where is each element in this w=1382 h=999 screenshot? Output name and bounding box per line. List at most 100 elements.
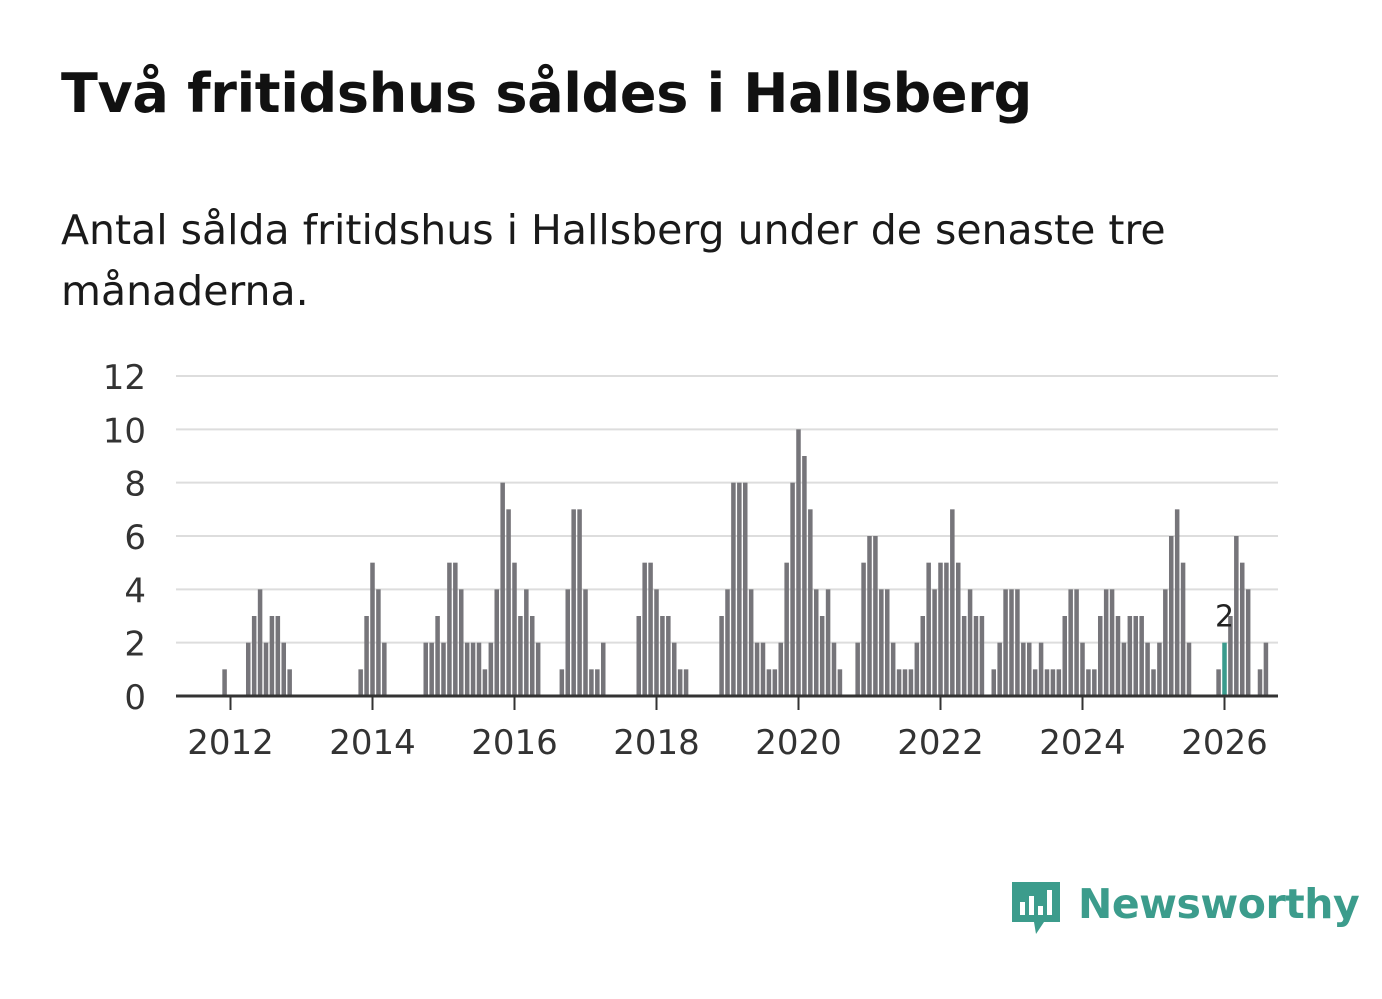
bar [790, 482, 795, 696]
bar [1157, 642, 1162, 696]
bar [1056, 669, 1062, 696]
bar [813, 589, 819, 696]
bar [1021, 642, 1026, 696]
bar [938, 562, 943, 696]
bar [447, 562, 452, 696]
bar [382, 642, 387, 696]
y-tick-label: 6 [124, 518, 146, 558]
bar [950, 509, 955, 696]
y-tick-label: 4 [124, 571, 146, 611]
bar [731, 482, 736, 696]
bar [470, 642, 476, 696]
bar [973, 616, 979, 696]
bar [671, 642, 677, 696]
bar [1050, 669, 1056, 696]
bar [725, 589, 730, 696]
x-tick-label: 2020 [755, 723, 842, 763]
bar [251, 616, 257, 696]
bar [796, 429, 801, 696]
bar [1097, 616, 1103, 696]
bar [512, 562, 517, 696]
bar [766, 669, 772, 696]
bar [1009, 589, 1014, 696]
bar [1038, 642, 1044, 696]
bar [1026, 642, 1032, 696]
bar [819, 616, 825, 696]
bar [376, 589, 381, 696]
bar [1228, 616, 1233, 696]
gridlines [176, 375, 1278, 644]
bar [831, 642, 837, 696]
bar [565, 589, 571, 696]
bar [1074, 589, 1079, 696]
bar [441, 642, 446, 696]
bar [257, 589, 263, 696]
x-tick-label: 2018 [613, 723, 700, 763]
bar [660, 616, 665, 696]
bar [535, 642, 541, 696]
bar [1068, 589, 1073, 696]
brand-name: Newsworthy [1078, 880, 1360, 928]
bar [464, 642, 470, 696]
bar [961, 616, 967, 696]
bars [222, 429, 1269, 696]
bar [902, 669, 908, 696]
bar [358, 669, 363, 696]
annotations: 2 [1215, 600, 1234, 635]
bar [955, 562, 961, 696]
bar [370, 562, 375, 696]
bar [666, 616, 671, 696]
bar [808, 509, 813, 696]
bar [1121, 642, 1127, 696]
bar [1257, 669, 1263, 696]
bar [737, 482, 742, 696]
bar [991, 669, 997, 696]
bar [263, 642, 269, 696]
bar [967, 589, 973, 696]
bar [1115, 616, 1121, 696]
bar [1245, 589, 1251, 696]
bar [245, 642, 251, 696]
bar [1234, 536, 1239, 696]
bar [867, 536, 872, 696]
bar [896, 669, 902, 696]
bar [600, 642, 606, 696]
y-tick-label: 8 [124, 465, 146, 505]
bar [1044, 669, 1050, 696]
x-tick-label: 2012 [187, 723, 274, 763]
bar [1062, 616, 1068, 696]
newsworthy-bar-chart-icon [1012, 882, 1060, 934]
bar [269, 616, 275, 696]
bar [1239, 562, 1245, 696]
bar [837, 669, 843, 696]
y-tick-label: 2 [124, 625, 146, 665]
bar [683, 669, 689, 696]
bar [873, 536, 878, 696]
x-axis: 2012 2014 2016 2018 2020 2022 2024 2026 [176, 694, 1278, 763]
bar [855, 642, 860, 696]
bar [1015, 589, 1020, 696]
bar [754, 642, 760, 696]
bar [932, 589, 937, 696]
bar [914, 642, 920, 696]
bar [1080, 642, 1085, 696]
bar [1174, 509, 1180, 696]
bar [772, 669, 778, 696]
bar [435, 616, 440, 696]
bar [1186, 642, 1192, 696]
bar [879, 589, 884, 696]
bar [926, 562, 931, 696]
bar [1180, 562, 1186, 696]
y-axis-labels: 0 2 4 6 8 10 12 [103, 358, 146, 718]
bar [595, 669, 600, 696]
bar [458, 589, 464, 696]
bar [677, 669, 683, 696]
bar [784, 562, 789, 696]
bar [583, 589, 588, 696]
bar [825, 589, 831, 696]
y-tick-label: 12 [103, 358, 146, 398]
bar [1145, 642, 1150, 696]
bar [529, 616, 535, 696]
bar [1092, 669, 1097, 696]
